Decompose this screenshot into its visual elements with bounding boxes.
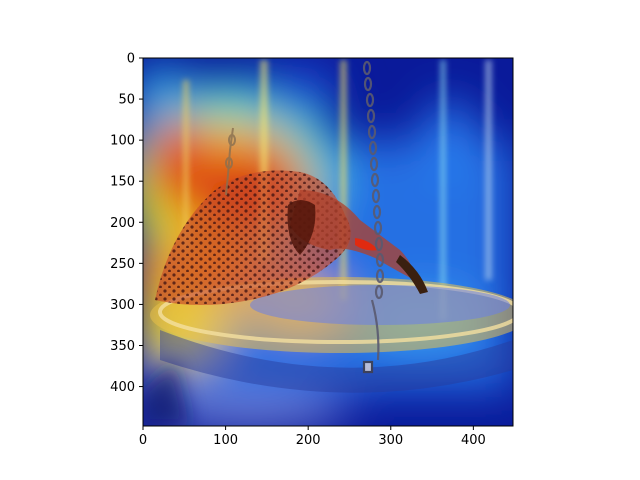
background-streaks xyxy=(183,60,492,320)
y-tick-label: 250 xyxy=(110,257,135,272)
y-tick-label: 100 xyxy=(110,134,135,149)
x-tick-label: 200 xyxy=(296,433,321,448)
chain-right xyxy=(362,60,385,374)
chain-left xyxy=(225,127,236,196)
x-tick-label: 300 xyxy=(378,433,403,448)
y-tick-label: 300 xyxy=(110,298,135,313)
axes-frame xyxy=(142,57,514,427)
x-axis: 0 100 200 300 400 xyxy=(139,426,486,448)
y-axis: 0 50 100 150 200 250 300 350 400 xyxy=(110,52,143,395)
x-tick-label: 100 xyxy=(213,433,238,448)
y-tick-label: 200 xyxy=(110,216,135,231)
plot-image xyxy=(143,58,513,426)
x-tick-label: 0 xyxy=(139,433,147,448)
y-tick-label: 0 xyxy=(127,52,135,67)
y-tick-label: 50 xyxy=(118,93,135,108)
y-tick-label: 400 xyxy=(110,380,135,395)
y-tick-label: 350 xyxy=(110,339,135,354)
y-tick-label: 150 xyxy=(110,175,135,190)
x-tick-label: 400 xyxy=(461,433,486,448)
bird xyxy=(155,170,428,305)
